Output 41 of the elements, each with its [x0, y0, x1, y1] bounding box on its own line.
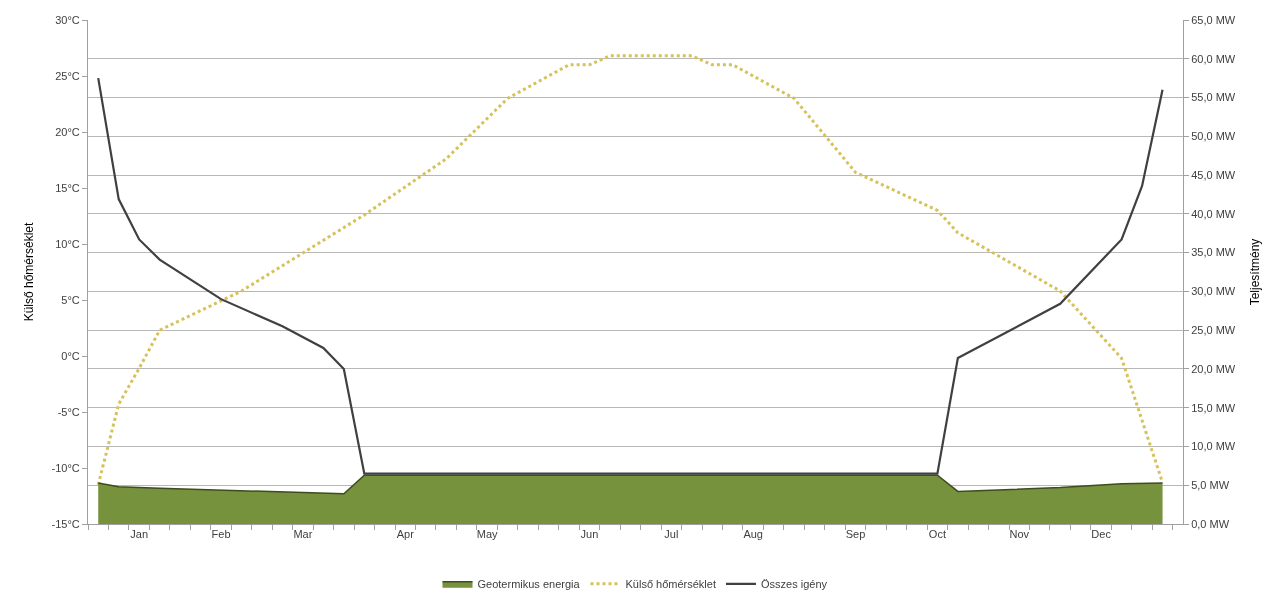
- y2-tick-label: 30,0 MW: [1191, 285, 1236, 298]
- y2-tick-label: 5,0 MW: [1191, 479, 1230, 492]
- y-tick-label: -15°C: [51, 517, 80, 530]
- y2-tick-label: 40,0 MW: [1191, 207, 1236, 220]
- y-tick-label: 20°C: [55, 125, 80, 138]
- y2-tick-label: 10,0 MW: [1191, 440, 1236, 453]
- x-tick-label: Sep: [845, 528, 866, 541]
- x-tick-label: Jun: [580, 528, 599, 541]
- x-tick-label: Nov: [1009, 528, 1030, 541]
- x-tick-label: Aug: [743, 528, 763, 541]
- x-tick-label: Mar: [293, 528, 313, 541]
- y2-tick-label: 65,0 MW: [1191, 13, 1236, 26]
- y-tick-label: 10°C: [55, 237, 80, 250]
- y2-tick-label: 45,0 MW: [1191, 168, 1236, 181]
- x-tick-label: Dec: [1091, 528, 1112, 541]
- x-tick-label: Feb: [211, 528, 231, 541]
- y2-tick-label: 60,0 MW: [1191, 52, 1236, 65]
- y2-tick-label: 25,0 MW: [1191, 324, 1236, 336]
- legend-label: Összes igény: [760, 578, 828, 591]
- y-tick-label: -10°C: [51, 461, 80, 474]
- y-tick-label: 30°C: [55, 13, 80, 26]
- x-tick-label: May: [476, 528, 498, 541]
- y-tick-label: 15°C: [55, 181, 80, 194]
- x-tick-label: Apr: [396, 528, 415, 541]
- y-tick-label: -5°C: [57, 405, 80, 418]
- y2-tick-label: 35,0 MW: [1191, 246, 1236, 259]
- y-tick-label: 5°C: [61, 293, 80, 306]
- y2-tick-label: 15,0 MW: [1191, 401, 1236, 414]
- y2-tick-label: 55,0 MW: [1191, 91, 1236, 104]
- x-tick-label: Jan: [130, 528, 149, 541]
- x-tick-label: Jul: [664, 528, 679, 541]
- y2-tick-label: 0,0 MW: [1191, 517, 1230, 530]
- y2-tick-label: 20,0 MW: [1191, 362, 1236, 375]
- x-tick-label: Oct: [928, 528, 946, 541]
- legend-label: Külső hőmérséklet: [625, 578, 716, 591]
- y-tick-label: 25°C: [55, 69, 80, 82]
- y2-axis-title: Teljesítmény: [1247, 238, 1262, 306]
- y2-tick-label: 50,0 MW: [1191, 130, 1236, 143]
- y-axis-title: Külső hőmérséklet: [21, 221, 36, 322]
- legend-label: Geotermikus energia: [477, 578, 581, 591]
- y-tick-label: 0°C: [61, 349, 80, 362]
